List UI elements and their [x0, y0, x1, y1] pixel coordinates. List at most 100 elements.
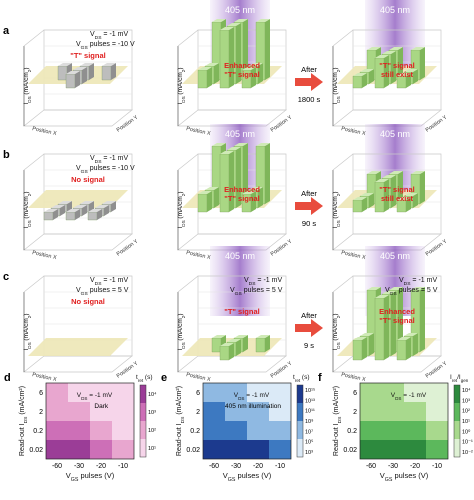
bar-top [249, 63, 263, 66]
y-tick-label: 2 [39, 409, 43, 416]
z-axis-label-part: 2 [27, 193, 32, 196]
z-axis-label-part: I [23, 349, 30, 351]
cond-line-2-part: V [76, 287, 81, 294]
cond-line-1-part: V [90, 31, 95, 38]
cond-line-2-part: GS [235, 291, 243, 297]
z-axis-label-part: I [332, 227, 339, 229]
panel-caption: "T" signal [70, 51, 105, 60]
bar [255, 337, 266, 353]
z-axis-label-part: ) [332, 313, 339, 315]
colorbar-title-part: ret [452, 378, 458, 383]
bar-side [243, 335, 248, 352]
bar-top [367, 287, 381, 290]
y-axis-label-part: DS [23, 416, 29, 424]
colorbar-tick: 10³ [305, 450, 313, 456]
bar-top [397, 337, 411, 340]
bar-side [362, 197, 367, 212]
y-axis-label-part: Read-out I [333, 423, 340, 456]
x-axis-label: Position X [341, 250, 367, 261]
top-edge [177, 275, 199, 293]
z-axis-label-part: (mA/cm [332, 196, 339, 220]
bar-top [382, 51, 396, 54]
bar-top [256, 335, 270, 338]
bar [197, 193, 208, 213]
bar-side [243, 143, 248, 204]
bar-top [220, 151, 234, 154]
z-axis-label-part: I [23, 103, 30, 105]
colorbar-segment [297, 439, 303, 457]
panel-a-3: 405 nm IDS (mA/cm2) Position X Position Y "T… [332, 0, 449, 137]
y-axis-label: Position Y [116, 238, 140, 257]
heatmap-cell [46, 421, 68, 440]
bar [352, 75, 363, 89]
bar [57, 65, 68, 81]
panel-label: e [161, 372, 167, 384]
heatmap-cell [426, 383, 448, 402]
colorbar-segment [454, 385, 460, 403]
colorbar-segment [454, 439, 460, 457]
beam-label: 405 nm [225, 129, 255, 139]
bar-side [229, 343, 234, 360]
bar-top [73, 205, 87, 208]
row-label: a [3, 25, 10, 37]
bar [219, 345, 230, 361]
after-time: 90 s [302, 219, 316, 228]
heatmap-cell [404, 402, 426, 421]
z-axis-label-part: 2 [181, 69, 186, 72]
colorbar-segment [454, 421, 460, 439]
note-line-1-part: = -1 mV [401, 392, 426, 399]
bar-top [256, 19, 270, 22]
bar [396, 339, 407, 361]
bar [87, 211, 98, 221]
panel-label: d [4, 372, 11, 384]
bar-top [198, 67, 212, 70]
heatmap-cell [426, 421, 448, 440]
cond-line-1-part: = -1 mV [410, 277, 437, 284]
heatmap-cell [90, 440, 112, 459]
cond-line-1: VDS = -1 mV [90, 31, 128, 41]
y-tick-label: 6 [353, 390, 357, 397]
bar-top [411, 47, 425, 50]
cond-line-1: VDS = -1 mV [244, 277, 282, 287]
colorbar-segment [140, 403, 146, 421]
after-label: After [301, 189, 317, 198]
z-axis-label-part: 2 [181, 315, 186, 318]
x-axis-label: Position X [341, 372, 367, 383]
heatmap-cell [203, 383, 225, 402]
bar-top [360, 333, 374, 336]
bar-side [406, 73, 411, 88]
y-tick-label: 0.2 [190, 428, 200, 435]
bar-side [369, 333, 374, 356]
z-axis-label: IDS (mA/cm2) [177, 67, 186, 104]
bar-top [80, 201, 94, 204]
cond-line-2: VGS pulses = -10 V [76, 165, 135, 175]
bar-side [265, 335, 270, 352]
bar-top [227, 23, 241, 26]
cond-line-2-part: GS [81, 291, 89, 297]
z-axis-label-part: (mA/cm [23, 196, 30, 220]
bar-side [214, 63, 219, 84]
colorbar-tick: 10¹ [462, 419, 470, 425]
bar [352, 339, 363, 361]
z-axis-label: IDS (mA/cm2) [177, 191, 186, 228]
x-axis-label: VGS pulses (V) [380, 471, 429, 483]
bar-side [406, 337, 411, 360]
heatmap-cell [90, 383, 112, 402]
note-line-1-part: V [391, 392, 396, 399]
heatmap-cell [46, 440, 68, 459]
z-axis-label-part: ) [23, 313, 30, 315]
x-axis-label: Position X [341, 126, 367, 137]
bar-side [236, 23, 241, 84]
z-axis-label-part: DS [181, 342, 186, 348]
x-tick-label: -60 [209, 463, 219, 470]
z-axis-label-part: 2 [27, 315, 32, 318]
note-line-1: VDS = -1 mV [77, 392, 113, 401]
y-tick-label: 2 [196, 409, 200, 416]
z-axis-label-part: I [332, 349, 339, 351]
z-axis-label: IDS (mA/cm2) [23, 191, 32, 228]
bar-side [229, 151, 234, 212]
bar-side [82, 67, 87, 84]
z-axis-label-part: ) [177, 191, 184, 193]
